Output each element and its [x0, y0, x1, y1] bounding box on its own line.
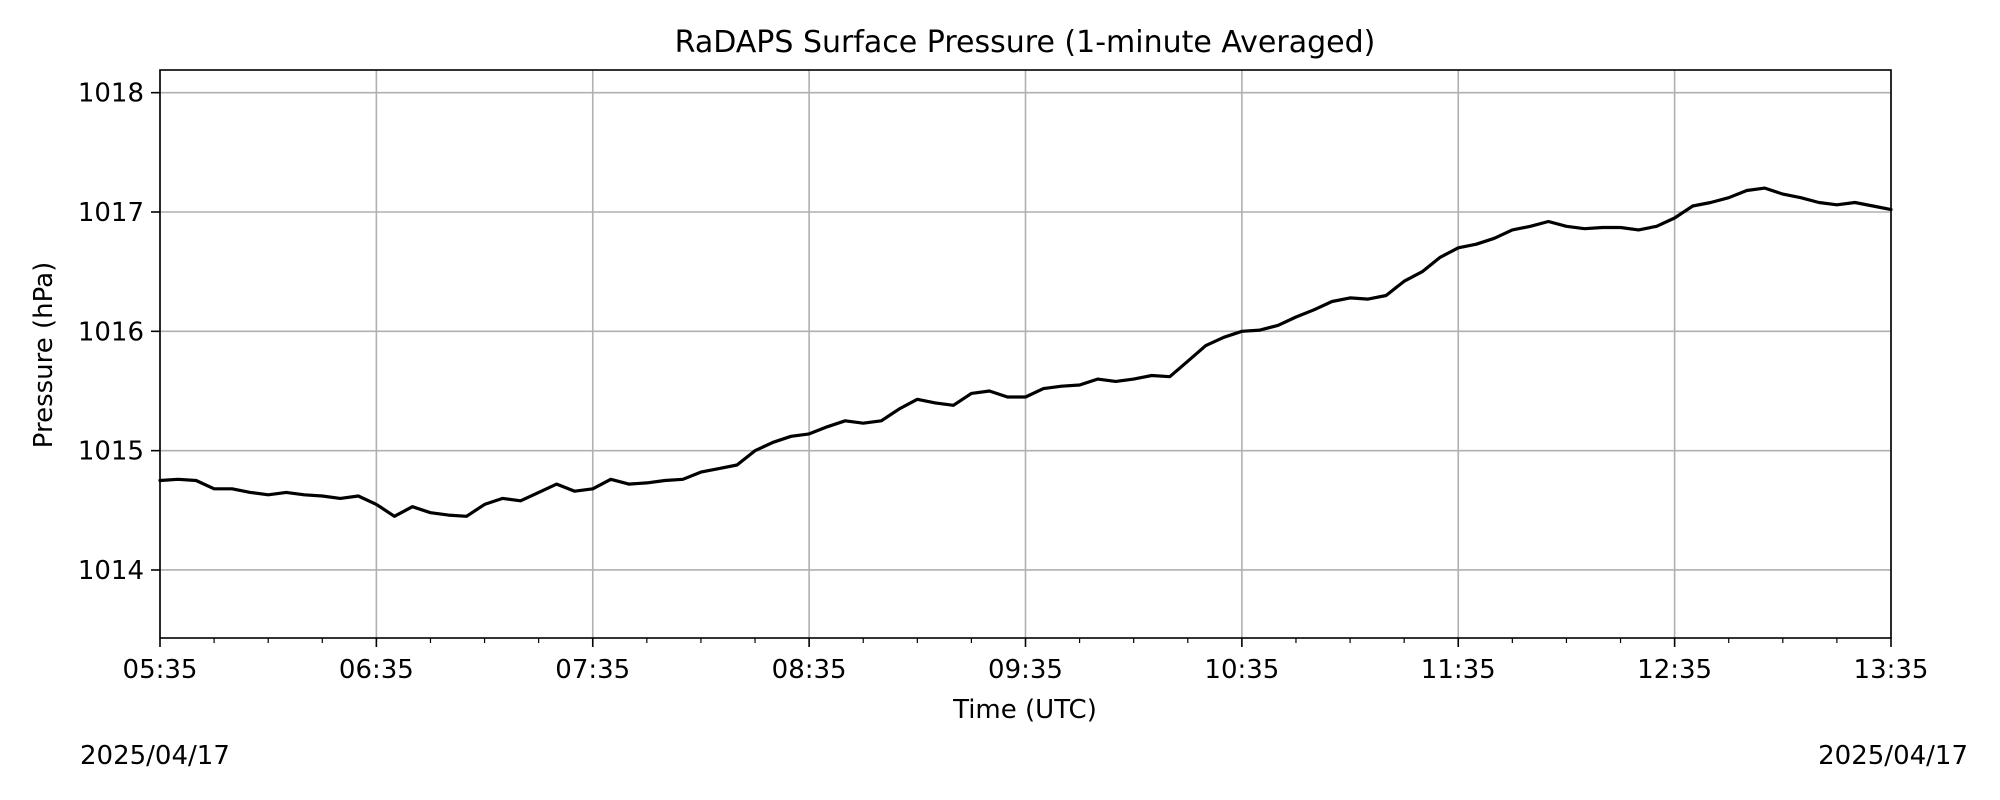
- y-axis-label: Pressure (hPa): [29, 262, 59, 449]
- axis-ticks: 05:35 06:35 07:35 08:35 09:35 10:35 11:35 12:35…: [78, 79, 1929, 685]
- x-tick-label: 09:35: [988, 655, 1063, 685]
- x-tick-label: 07:35: [555, 655, 630, 685]
- x-tick-label: 13:35: [1854, 655, 1929, 685]
- x-tick-label: 05:35: [123, 655, 198, 685]
- date-right-label: 2025/04/17: [1818, 741, 1968, 771]
- y-tick-label: 1017: [78, 198, 144, 228]
- x-tick-label: 12:35: [1637, 655, 1712, 685]
- y-tick-label: 1016: [78, 317, 144, 347]
- date-left-label: 2025/04/17: [80, 741, 230, 771]
- x-axis-label: Time (UTC): [952, 695, 1097, 725]
- y-tick-label: 1015: [78, 437, 144, 467]
- y-tick-label: 1018: [78, 79, 144, 109]
- x-tick-label: 10:35: [1204, 655, 1279, 685]
- x-tick-label: 06:35: [339, 655, 414, 685]
- chart-title: RaDAPS Surface Pressure (1-minute Averag…: [675, 25, 1376, 60]
- pressure-series-line: [158, 186, 1893, 518]
- y-tick-label: 1014: [78, 556, 144, 586]
- grid-lines: [159, 70, 1892, 638]
- x-tick-label: 11:35: [1421, 655, 1496, 685]
- x-tick-label: 08:35: [772, 655, 847, 685]
